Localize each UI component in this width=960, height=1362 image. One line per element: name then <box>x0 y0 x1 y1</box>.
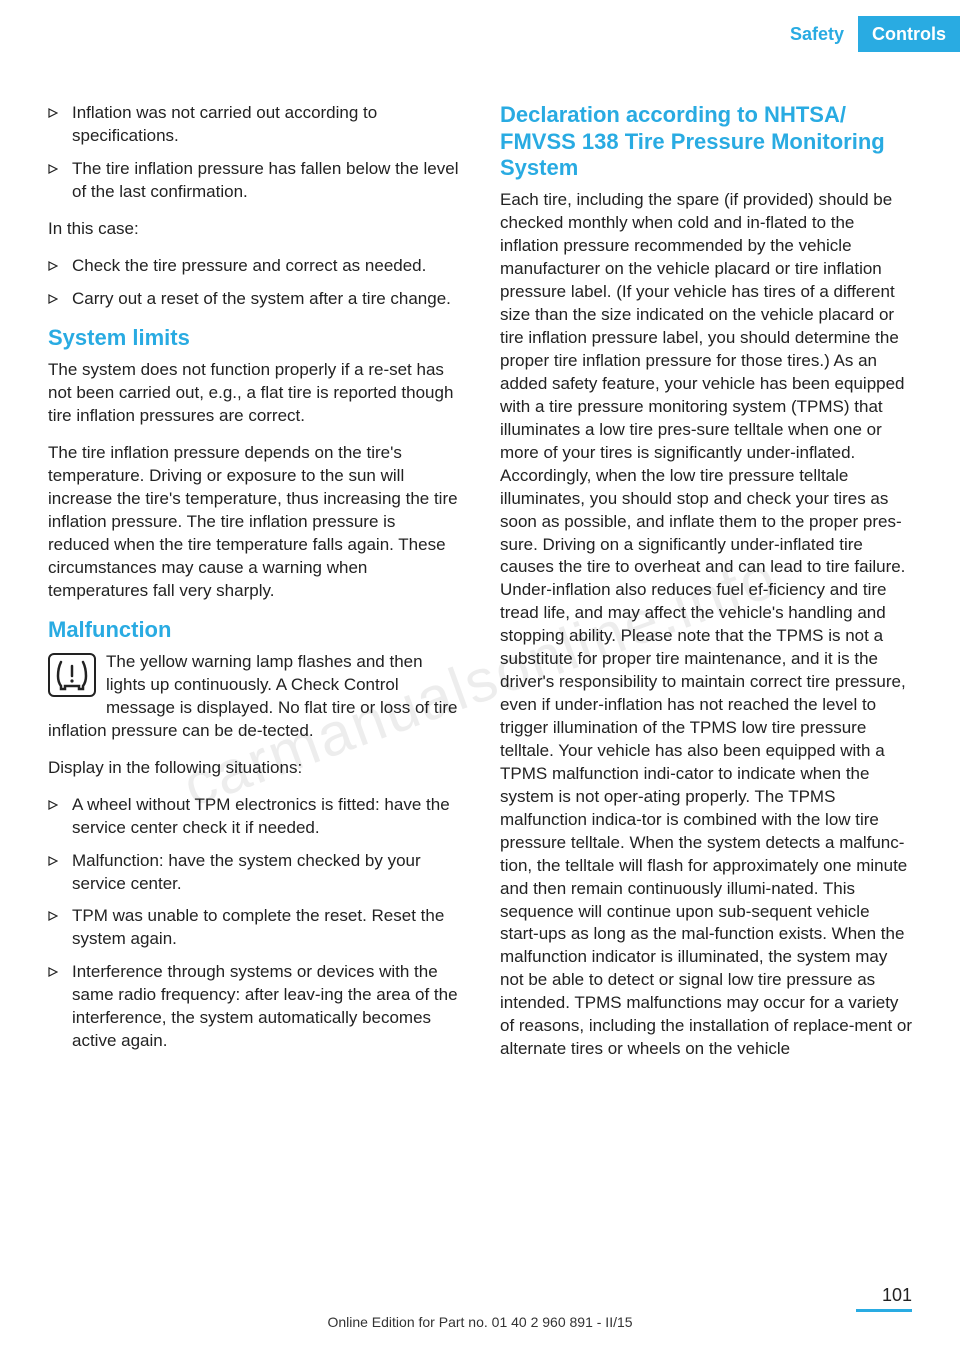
malfunction-block: The yellow warning lamp flashes and then… <box>48 651 460 743</box>
heading-declaration: Declaration according to NHTSA/ FMVSS 13… <box>500 102 912 181</box>
nav-safety: Safety <box>776 16 858 52</box>
triangle-bullet-icon <box>48 961 72 1053</box>
tire-pressure-warning-icon <box>48 653 96 697</box>
list-item: The tire inflation pressure has fallen b… <box>48 158 460 204</box>
header-nav: Safety Controls <box>0 0 960 52</box>
page-number-value: 101 <box>856 1283 912 1307</box>
right-column: Declaration according to NHTSA/ FMVSS 13… <box>500 102 912 1075</box>
paragraph: The tire inflation pressure depends on t… <box>48 442 460 603</box>
list-text: A wheel without TPM electronics is fitte… <box>72 794 460 840</box>
list-text: Malfunction: have the system checked by … <box>72 850 460 896</box>
list-item: Check the tire pressure and correct as n… <box>48 255 460 278</box>
triangle-bullet-icon <box>48 794 72 840</box>
declaration-body: Each tire, including the spare (if provi… <box>500 189 912 1061</box>
bullet-list: A wheel without TPM electronics is fitte… <box>48 794 460 1053</box>
footer-edition: Online Edition for Part no. 01 40 2 960 … <box>0 1313 960 1332</box>
list-item: Carry out a reset of the system after a … <box>48 288 460 311</box>
triangle-bullet-icon <box>48 850 72 896</box>
list-text: The tire inflation pressure has fallen b… <box>72 158 460 204</box>
list-text: Carry out a reset of the system after a … <box>72 288 460 311</box>
nav-controls: Controls <box>858 16 960 52</box>
list-text: Inflation was not carried out according … <box>72 102 460 148</box>
paragraph: The system does not function properly if… <box>48 359 460 428</box>
list-text: Interference through systems or devices … <box>72 961 460 1053</box>
page-number: 101 <box>856 1283 912 1312</box>
bullet-list: Inflation was not carried out according … <box>48 102 460 204</box>
list-text: Check the tire pressure and correct as n… <box>72 255 460 278</box>
triangle-bullet-icon <box>48 102 72 148</box>
paragraph: Display in the following situations: <box>48 757 460 780</box>
malfunction-text: The yellow warning lamp flashes and then… <box>48 652 457 740</box>
triangle-bullet-icon <box>48 255 72 278</box>
list-item: Interference through systems or devices … <box>48 961 460 1053</box>
bullet-list: Check the tire pressure and correct as n… <box>48 255 460 311</box>
paragraph: In this case: <box>48 218 460 241</box>
heading-system-limits: System limits <box>48 325 460 351</box>
list-item: TPM was unable to complete the reset. Re… <box>48 905 460 951</box>
list-text: TPM was unable to complete the reset. Re… <box>72 905 460 951</box>
triangle-bullet-icon <box>48 288 72 311</box>
heading-malfunction: Malfunction <box>48 617 460 643</box>
triangle-bullet-icon <box>48 905 72 951</box>
page-number-bar <box>856 1309 912 1312</box>
left-column: Inflation was not carried out according … <box>48 102 460 1075</box>
list-item: A wheel without TPM electronics is fitte… <box>48 794 460 840</box>
list-item: Inflation was not carried out according … <box>48 102 460 148</box>
triangle-bullet-icon <box>48 158 72 204</box>
list-item: Malfunction: have the system checked by … <box>48 850 460 896</box>
page-content: Inflation was not carried out according … <box>0 52 960 1075</box>
